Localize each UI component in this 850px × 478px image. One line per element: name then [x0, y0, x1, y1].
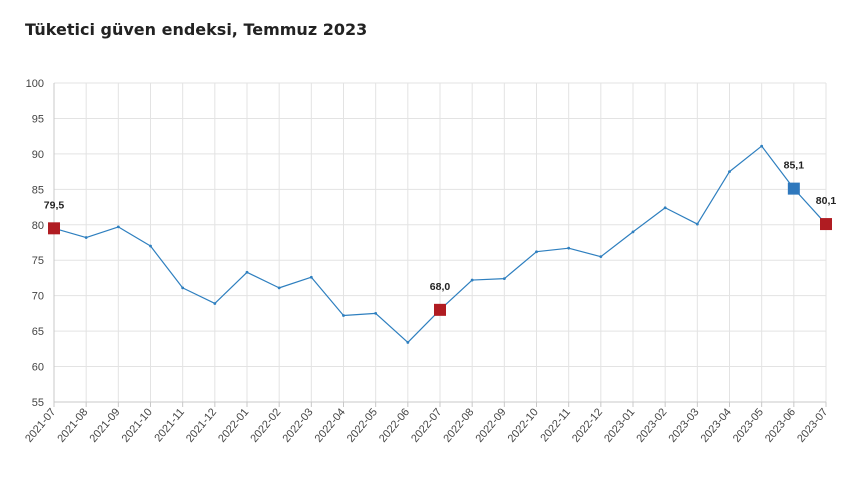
y-tick-label: 90: [32, 149, 44, 161]
y-tick-label: 60: [32, 362, 44, 374]
y-tick-label: 65: [32, 326, 44, 338]
data-point: [728, 170, 731, 174]
x-tick-label: 2022-11: [538, 406, 573, 444]
axis-layer: 5560657075808590951002021-072021-082021-…: [23, 78, 830, 445]
data-point: [277, 286, 281, 290]
data-point: [116, 225, 120, 229]
data-point: [470, 278, 474, 282]
x-tick-label: 2023-01: [602, 406, 637, 445]
x-tick-label: 2023-03: [666, 406, 701, 445]
x-tick-label: 2021-10: [120, 406, 155, 445]
data-point: [695, 222, 699, 226]
x-tick-label: 2021-11: [152, 406, 187, 444]
data-point: [567, 246, 571, 250]
chart-title: Tüketici güven endeksi, Temmuz 2023: [25, 20, 368, 39]
x-tick-label: 2023-06: [763, 406, 798, 445]
y-tick-label: 95: [32, 113, 44, 125]
data-label: 80,1: [816, 195, 837, 207]
data-point: [181, 286, 185, 290]
data-point: [760, 144, 764, 148]
y-tick-label: 100: [26, 78, 44, 90]
x-tick-label: 2023-04: [699, 406, 734, 445]
x-tick-label: 2021-08: [55, 406, 90, 445]
data-point: [406, 341, 410, 344]
x-tick-label: 2022-02: [248, 406, 283, 445]
y-tick-label: 85: [32, 184, 44, 196]
x-tick-label: 2023-05: [731, 406, 766, 445]
highlight-marker: [48, 222, 60, 235]
x-tick-label: 2022-05: [345, 406, 380, 445]
x-tick-label: 2022-08: [441, 406, 476, 445]
data-point: [599, 255, 603, 259]
data-point: [502, 277, 506, 281]
x-tick-label: 2023-07: [795, 406, 830, 445]
data-point: [663, 206, 667, 210]
y-tick-label: 80: [32, 220, 44, 232]
y-tick-label: 70: [32, 291, 44, 303]
data-label: 85,1: [784, 160, 805, 172]
highlight-marker: [787, 182, 800, 195]
x-tick-label: 2021-12: [184, 406, 219, 445]
x-tick-label: 2021-09: [87, 406, 122, 445]
highlight-marker: [434, 303, 446, 316]
x-tick-label: 2022-09: [473, 406, 508, 445]
highlight-marker: [820, 218, 832, 231]
x-tick-label: 2023-02: [634, 406, 669, 445]
x-tick-label: 2022-07: [409, 406, 444, 445]
data-point: [631, 230, 635, 234]
y-tick-label: 55: [32, 397, 44, 409]
grid-layer: [53, 82, 827, 403]
x-tick-label: 2022-06: [377, 406, 412, 445]
x-tick-label: 2022-03: [280, 406, 315, 445]
data-point: [84, 236, 88, 239]
x-tick-label: 2022-12: [570, 406, 605, 445]
y-tick-label: 75: [32, 255, 44, 267]
data-point: [374, 311, 378, 315]
x-tick-label: 2021-07: [23, 406, 58, 445]
x-tick-label: 2022-01: [216, 406, 251, 445]
data-point: [213, 302, 217, 305]
x-tick-label: 2022-10: [506, 406, 541, 445]
data-point: [245, 270, 249, 274]
x-tick-label: 2022-04: [313, 406, 348, 445]
data-point: [149, 244, 152, 248]
data-label: 68,0: [430, 281, 451, 293]
data-point: [535, 250, 538, 254]
marker-layer: 79,5 68,0 85,1 80,1: [44, 160, 837, 316]
data-label: 79,5: [44, 199, 65, 211]
data-point: [342, 314, 345, 317]
data-point: [309, 275, 313, 279]
